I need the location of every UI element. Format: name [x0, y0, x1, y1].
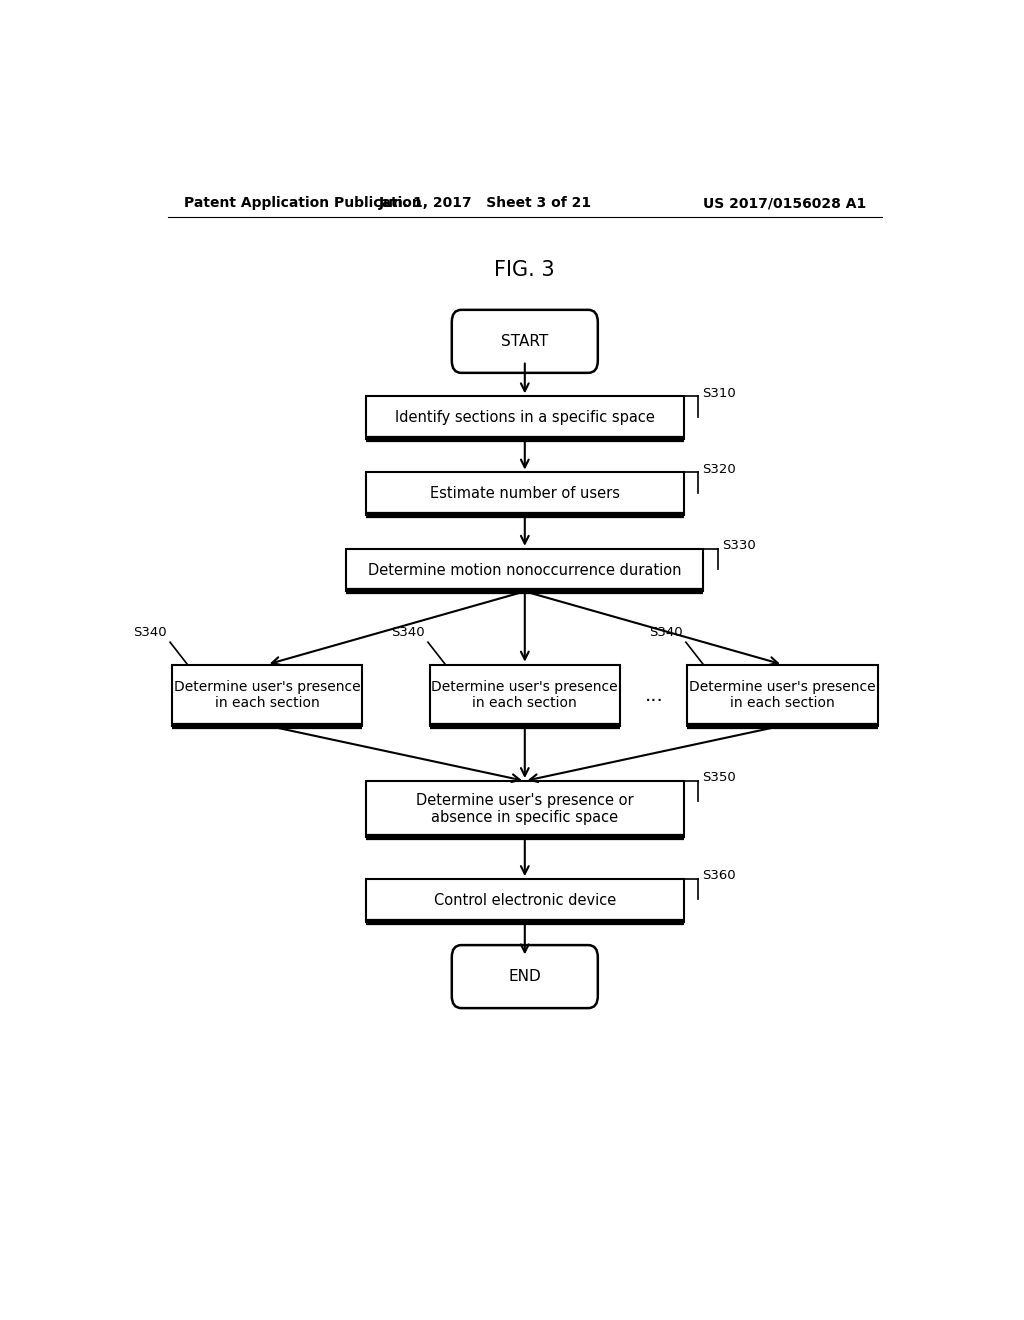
Text: END: END: [509, 969, 541, 985]
Bar: [367, 781, 684, 837]
Bar: [430, 664, 621, 726]
Text: S340: S340: [391, 626, 425, 639]
Text: Determine motion nonoccurrence duration: Determine motion nonoccurrence duration: [368, 562, 682, 578]
Text: S320: S320: [702, 463, 736, 477]
Text: US 2017/0156028 A1: US 2017/0156028 A1: [702, 195, 866, 210]
Text: Patent Application Publication: Patent Application Publication: [183, 195, 421, 210]
Text: Determine user's presence or
absence in specific space: Determine user's presence or absence in …: [416, 793, 634, 825]
Bar: [346, 549, 703, 591]
Text: Estimate number of users: Estimate number of users: [430, 486, 620, 502]
Bar: [367, 879, 684, 921]
Text: Control electronic device: Control electronic device: [434, 892, 615, 908]
Text: START: START: [501, 334, 549, 348]
Text: S340: S340: [649, 626, 683, 639]
Text: S330: S330: [722, 539, 756, 552]
Text: S360: S360: [702, 870, 736, 883]
Text: S350: S350: [702, 771, 736, 784]
Text: Identify sections in a specific space: Identify sections in a specific space: [395, 411, 654, 425]
Text: Determine user's presence
in each section: Determine user's presence in each sectio…: [173, 680, 360, 710]
FancyBboxPatch shape: [452, 310, 598, 372]
Bar: [367, 396, 684, 440]
Text: FIG. 3: FIG. 3: [495, 260, 555, 280]
Bar: [687, 664, 878, 726]
Text: Determine user's presence
in each section: Determine user's presence in each sectio…: [431, 680, 618, 710]
Text: Determine user's presence
in each section: Determine user's presence in each sectio…: [689, 680, 877, 710]
Text: ...: ...: [644, 685, 664, 705]
FancyBboxPatch shape: [452, 945, 598, 1008]
Text: Jun. 1, 2017   Sheet 3 of 21: Jun. 1, 2017 Sheet 3 of 21: [379, 195, 592, 210]
Text: S340: S340: [133, 626, 167, 639]
Bar: [367, 473, 684, 515]
Text: S310: S310: [702, 387, 736, 400]
Bar: [172, 664, 362, 726]
